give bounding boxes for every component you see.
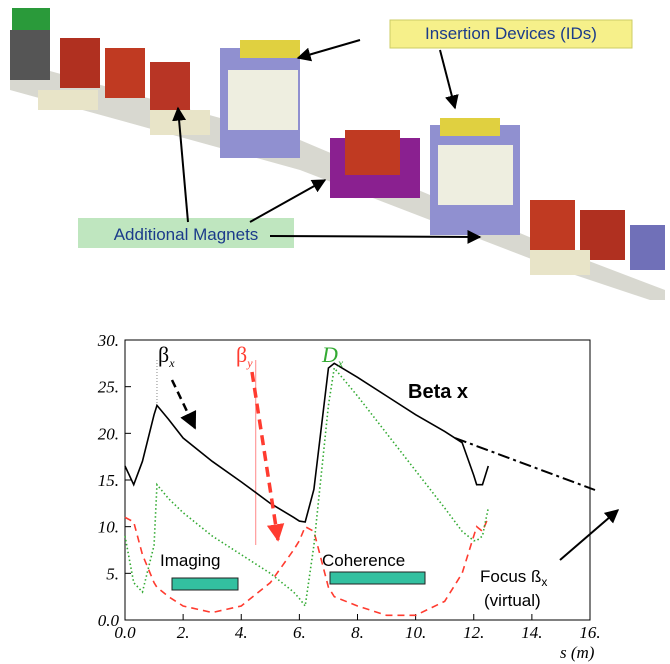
arrow xyxy=(560,510,618,560)
annotation-sub: x xyxy=(541,575,547,589)
series-sub: x xyxy=(337,356,344,370)
annotation: Focus ßx xyxy=(480,567,547,589)
x-tick-label: 0.0 xyxy=(114,623,136,642)
segment-box xyxy=(172,578,238,590)
y-tick-label: 20. xyxy=(98,424,119,443)
series-line xyxy=(125,368,488,606)
chart-title: Beta x xyxy=(408,381,468,403)
series-label: βx xyxy=(158,342,175,370)
y-tick-label: 30. xyxy=(97,331,119,350)
series-name: β xyxy=(236,342,247,367)
series-sub: y xyxy=(246,356,253,370)
accelerator-illustration xyxy=(10,8,665,300)
arrow xyxy=(172,380,195,428)
x-tick-label: 2. xyxy=(177,623,190,642)
x-tick-label: 16. xyxy=(579,623,600,642)
y-tick-label: 10. xyxy=(98,518,119,537)
annotation: (virtual) xyxy=(484,591,541,610)
x-tick-label: 14. xyxy=(521,623,542,642)
annotation: Coherence xyxy=(322,551,405,570)
x-tick-label: 12. xyxy=(463,623,484,642)
figure: Insertion Devices (IDs) Additional Magne… xyxy=(0,0,670,664)
series-label: Dx xyxy=(321,342,344,370)
y-tick-label: 25. xyxy=(98,378,119,397)
series-label: βy xyxy=(236,342,253,370)
y-tick-label: 15. xyxy=(98,471,119,490)
annotation: Imaging xyxy=(160,551,220,570)
callout-text: Additional Magnets xyxy=(114,225,259,244)
callout-text: Insertion Devices (IDs) xyxy=(425,24,597,43)
series-sub: x xyxy=(168,356,175,370)
x-tick-label: 8. xyxy=(351,623,364,642)
series-name: β xyxy=(158,342,169,367)
x-tick-label: 10. xyxy=(405,623,426,642)
segment-box xyxy=(330,572,425,584)
x-axis-label: s (m) xyxy=(560,643,595,662)
x-tick-label: 4. xyxy=(235,623,248,642)
y-tick-label: 5. xyxy=(106,564,119,583)
annotation-text: Focus ß xyxy=(480,567,541,586)
series-name: D xyxy=(321,342,338,367)
x-tick-label: 6. xyxy=(293,623,306,642)
